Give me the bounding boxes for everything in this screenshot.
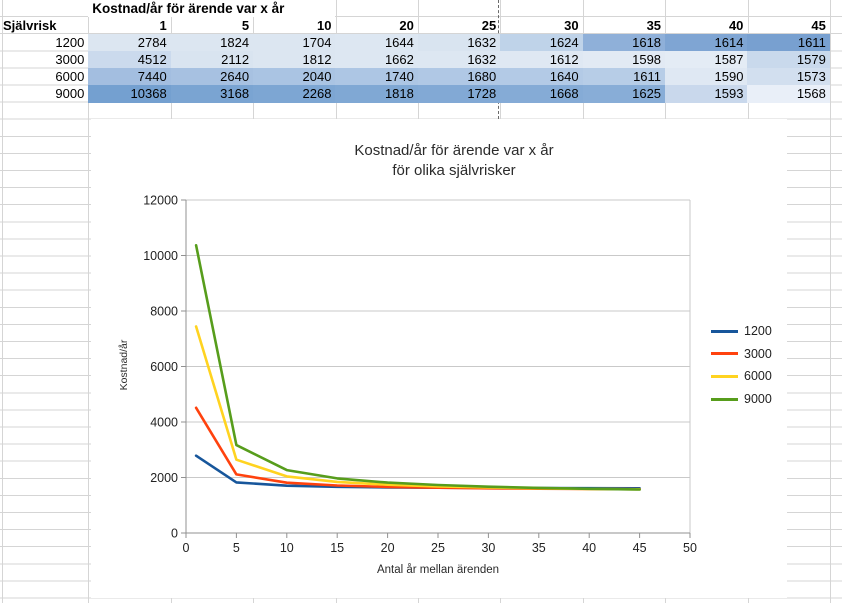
column-header-45[interactable]: 45 xyxy=(811,18,826,34)
column-header-35[interactable]: 35 xyxy=(646,18,662,34)
y-tick-label: 0 xyxy=(171,527,178,541)
cell-1200-45[interactable]: 1611 xyxy=(747,34,830,52)
x-tick-label: 20 xyxy=(381,541,395,555)
cell-9000-35[interactable]: 1625 xyxy=(582,85,666,103)
y-tick-label: 8000 xyxy=(150,305,178,319)
column-header-30[interactable]: 30 xyxy=(564,18,579,34)
cell-3000-40[interactable]: 1587 xyxy=(665,51,748,69)
x-tick-label: 45 xyxy=(633,541,647,555)
x-tick-label: 50 xyxy=(683,541,697,555)
legend-label: 9000 xyxy=(744,392,772,407)
cell-6000-30[interactable]: 1640 xyxy=(500,68,583,86)
legend-item-3000: 3000 xyxy=(711,343,772,366)
legend-swatch-icon xyxy=(711,374,738,378)
legend-item-6000: 6000 xyxy=(711,365,772,388)
y-tick-label: 2000 xyxy=(150,471,178,485)
row-label-6000[interactable]: 6000 xyxy=(55,69,85,85)
cell-9000-5[interactable]: 3168 xyxy=(170,85,254,103)
column-header-1[interactable]: 1 xyxy=(159,18,167,34)
x-tick-label: 25 xyxy=(431,541,445,555)
legend-swatch-icon xyxy=(711,397,738,401)
legend-item-1200: 1200 xyxy=(711,320,772,343)
cell-9000-1[interactable]: 10368 xyxy=(88,85,171,103)
cell-6000-5[interactable]: 2640 xyxy=(170,68,254,86)
cell-1200-25[interactable]: 1632 xyxy=(417,34,501,52)
row-header-cell[interactable]: Självrisk xyxy=(3,18,57,34)
cell-9000-45[interactable]: 1568 xyxy=(747,85,830,103)
series-line-6000 xyxy=(194,325,641,491)
sheet-column-line xyxy=(2,0,3,603)
legend-label: 6000 xyxy=(744,369,772,384)
cell-1200-20[interactable]: 1644 xyxy=(335,34,418,52)
cell-1200-30[interactable]: 1624 xyxy=(500,34,583,52)
cell-9000-40[interactable]: 1593 xyxy=(665,85,748,103)
x-tick-label: 0 xyxy=(183,541,190,555)
x-tick-label: 10 xyxy=(280,541,294,555)
cell-1200-35[interactable]: 1618 xyxy=(582,34,666,52)
chart-title-line2: för olika självrisker xyxy=(392,162,516,179)
cell-6000-35[interactable]: 1611 xyxy=(582,68,666,86)
cell-6000-45[interactable]: 1573 xyxy=(747,68,830,86)
cell-9000-20[interactable]: 1818 xyxy=(335,85,418,103)
cell-6000-40[interactable]: 1590 xyxy=(665,68,748,86)
embedded-chart[interactable]: 0 2000 4000 6000 8000 10000 12000 0 5 10 15 20 25 30 3… xyxy=(91,119,787,598)
chart-title: Kostnad/år för ärende var x år för olika… xyxy=(186,141,722,181)
cell-6000-1[interactable]: 7440 xyxy=(88,68,171,86)
cell-3000-30[interactable]: 1612 xyxy=(500,51,583,69)
chart-legend: 1200 3000 6000 9000 xyxy=(711,320,772,410)
chart-plot: 0 2000 4000 6000 8000 10000 12000 0 5 10 15 20 25 30 3… xyxy=(143,194,697,556)
row-label-9000[interactable]: 9000 xyxy=(55,86,85,102)
legend-label: 1200 xyxy=(744,324,772,339)
legend-swatch-icon xyxy=(711,329,738,333)
column-header-10[interactable]: 10 xyxy=(317,18,332,34)
y-tick-label: 10000 xyxy=(143,249,178,263)
table-title-cell[interactable]: Kostnad/år för ärende var x år xyxy=(88,0,336,18)
x-tick-label: 5 xyxy=(233,541,240,555)
legend-swatch-icon xyxy=(711,352,738,356)
cell-3000-20[interactable]: 1662 xyxy=(335,51,418,69)
cell-3000-1[interactable]: 4512 xyxy=(88,51,171,69)
cell-9000-10[interactable]: 2268 xyxy=(253,85,336,103)
y-axis-title: Kostnad/år xyxy=(118,339,130,391)
series-line-3000 xyxy=(194,406,641,491)
cell-1200-10[interactable]: 1704 xyxy=(253,34,336,52)
row-label-1200[interactable]: 1200 xyxy=(55,35,85,51)
x-tick-label: 15 xyxy=(330,541,344,555)
y-tick-label: 6000 xyxy=(150,360,178,374)
column-header-40[interactable]: 40 xyxy=(728,18,744,34)
sheet-column-line xyxy=(829,0,831,603)
legend-item-9000: 9000 xyxy=(711,388,772,411)
cell-9000-30[interactable]: 1668 xyxy=(500,85,583,103)
cell-1200-5[interactable]: 1824 xyxy=(170,34,254,52)
x-axis-title: Antal år mellan ärenden xyxy=(376,564,500,576)
legend-label: 3000 xyxy=(744,346,772,361)
column-header-5[interactable]: 5 xyxy=(241,18,250,34)
x-tick-label: 35 xyxy=(532,541,546,555)
sheet-table: Kostnad/år för ärende var x år Självrisk 1… xyxy=(0,0,830,103)
y-tick-label: 12000 xyxy=(143,194,178,208)
cell-6000-25[interactable]: 1680 xyxy=(417,68,501,86)
series-line-9000 xyxy=(194,244,641,491)
cell-6000-20[interactable]: 1740 xyxy=(335,68,418,86)
x-tick-label: 30 xyxy=(481,541,495,555)
cell-3000-5[interactable]: 2112 xyxy=(170,51,254,69)
y-tick-label: 4000 xyxy=(150,416,178,430)
column-header-20[interactable]: 20 xyxy=(399,18,414,34)
row-label-3000[interactable]: 3000 xyxy=(55,52,85,68)
column-header-25[interactable]: 25 xyxy=(481,18,497,34)
x-tick-label: 40 xyxy=(582,541,596,555)
cell-3000-45[interactable]: 1579 xyxy=(747,51,830,69)
cell-6000-10[interactable]: 2040 xyxy=(253,68,336,86)
cell-3000-25[interactable]: 1632 xyxy=(417,51,501,69)
cell-1200-40[interactable]: 1614 xyxy=(665,34,748,52)
chart-title-line1: Kostnad/år för ärende var x år xyxy=(354,142,554,159)
cell-3000-10[interactable]: 1812 xyxy=(253,51,336,69)
cell-9000-25[interactable]: 1728 xyxy=(417,85,501,103)
cell-1200-1[interactable]: 2784 xyxy=(88,34,171,52)
sheet-column-line xyxy=(88,0,90,603)
cell-3000-35[interactable]: 1598 xyxy=(582,51,666,69)
